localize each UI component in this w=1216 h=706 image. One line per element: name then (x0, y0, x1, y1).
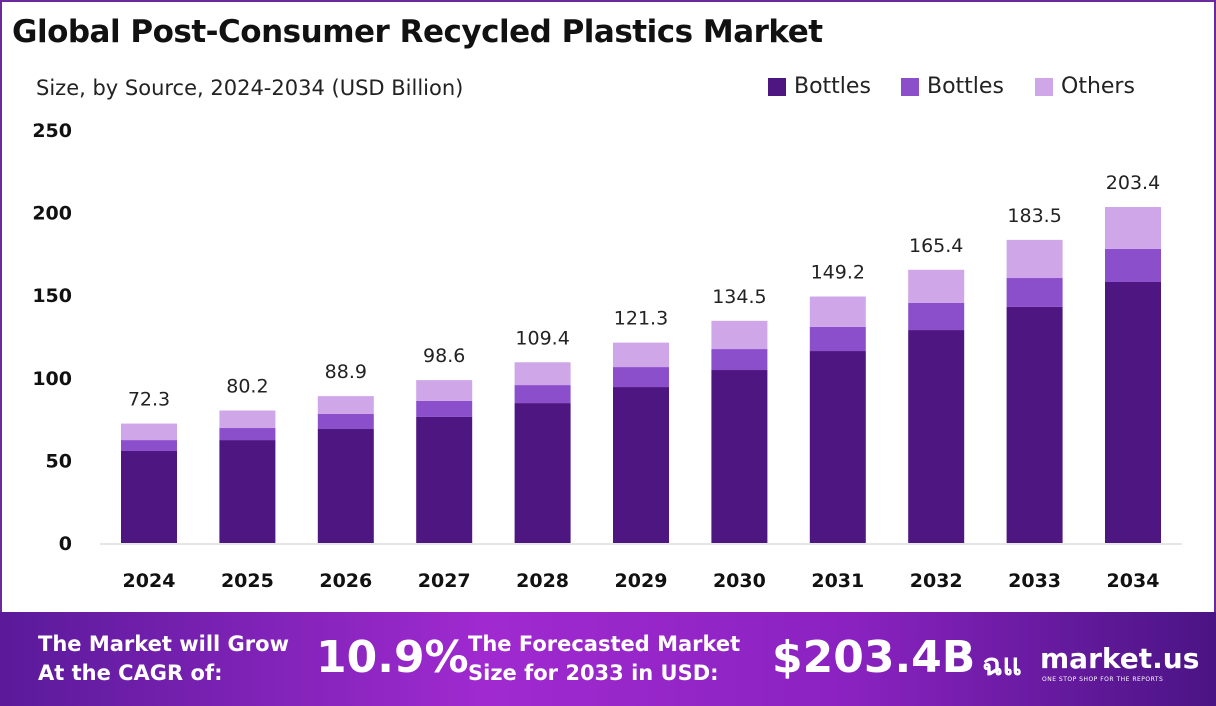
cagr-label-line: At the CAGR of: (38, 661, 223, 685)
forecast-label-line: Size for 2033 in USD: (468, 661, 719, 685)
data-label: 165.4 (909, 235, 963, 257)
bar-segment-bottles-2 (1006, 278, 1063, 307)
bar-chart: 0 50 100 150 200 250 72.3 2024 80.2 2025 88.9 2026 9… (32, 120, 1182, 592)
x-tick-label: 2030 (713, 570, 766, 592)
bar-segment-bottles-2 (121, 440, 177, 451)
x-tick-label: 2026 (319, 570, 372, 592)
footer-banner: The Market will Grow At the CAGR of: 10.9… (0, 612, 1216, 706)
bar-segment-bottles (416, 416, 473, 543)
data-label: 98.6 (423, 345, 465, 367)
bar-segment-others (809, 296, 866, 327)
bar-segment-others (514, 362, 571, 386)
chart-subtitle: Size, by Source, 2024-2034 (USD Billion) (36, 76, 464, 100)
data-label: 203.4 (1106, 172, 1160, 194)
cagr-label: The Market will Grow At the CAGR of: (38, 630, 289, 688)
x-tick-label: 2032 (910, 570, 963, 592)
bar-segment-bottles-2 (908, 302, 965, 331)
bar-segment-bottles-2 (711, 349, 768, 371)
y-tick-label: 150 (32, 285, 72, 307)
legend-item-bottles: Bottles (768, 74, 871, 99)
legend-swatch (768, 77, 786, 96)
x-tick-label: 2034 (1107, 570, 1160, 592)
legend-label: Bottles (794, 74, 871, 99)
bar-segment-others (908, 269, 965, 303)
bar-segment-bottles-2 (317, 413, 374, 430)
legend-swatch (901, 77, 919, 96)
brand-tagline: ONE STOP SHOP FOR THE REPORTS (1042, 676, 1164, 683)
bar-segment-others (121, 423, 177, 441)
bar-segment-bottles (1105, 281, 1161, 543)
bar-segment-bottles (121, 450, 177, 543)
bar-segment-others (416, 380, 473, 401)
bar-segment-others (711, 320, 768, 350)
bar-segment-others (219, 410, 276, 429)
chart-title: Global Post-Consumer Recycled Plastics M… (12, 14, 823, 50)
bar-segment-bottles (809, 351, 866, 543)
legend-label: Others (1061, 74, 1135, 99)
legend-label: Bottles (927, 74, 1004, 99)
x-tick-label: 2029 (615, 570, 668, 592)
data-label: 149.2 (811, 262, 865, 284)
cagr-label-line: The Market will Grow (38, 632, 289, 656)
bar-segment-others (1105, 206, 1161, 249)
legend-swatch (1035, 77, 1053, 96)
bar-segment-bottles-2 (613, 367, 669, 388)
bar-segment-bottles-2 (514, 385, 571, 404)
forecast-label: The Forecasted Market Size for 2033 in US… (468, 630, 740, 688)
x-tick-label: 2025 (221, 570, 274, 592)
forecast-value: $203.4B (772, 632, 976, 683)
x-tick-label: 2033 (1008, 570, 1061, 592)
data-label: 109.4 (515, 327, 569, 349)
data-label: 88.9 (325, 361, 367, 383)
data-label: 183.5 (1007, 205, 1061, 227)
bar-segment-bottles-2 (416, 400, 473, 417)
bar-segment-bottles (219, 440, 276, 543)
bar-segment-others (613, 342, 669, 368)
bar-segment-bottles (514, 403, 571, 543)
cagr-value: 10.9% (316, 632, 469, 683)
x-tick-label: 2031 (811, 570, 864, 592)
bar-segment-bottles (908, 330, 965, 543)
bar-segment-others (317, 396, 374, 414)
bar-segment-bottles (317, 429, 374, 543)
legend-item-bottles-2: Bottles (901, 74, 1004, 99)
legend-item-others: Others (1035, 74, 1135, 99)
bar-segment-others (1006, 239, 1063, 279)
bar-segment-bottles-2 (1105, 248, 1161, 282)
y-tick-label: 100 (32, 368, 72, 390)
bar-segment-bottles (613, 387, 669, 543)
data-label: 121.3 (614, 308, 668, 330)
brand-name: market.us (1040, 642, 1200, 675)
y-tick-label: 50 (46, 450, 72, 472)
bar-segment-bottles-2 (809, 326, 866, 352)
data-label: 80.2 (226, 376, 268, 398)
y-tick-label: 250 (32, 120, 72, 142)
y-tick-label: 0 (59, 533, 72, 555)
chart-frame (0, 0, 1216, 612)
x-tick-label: 2024 (123, 570, 176, 592)
data-label: 134.5 (712, 286, 766, 308)
bar-segment-bottles-2 (219, 428, 276, 441)
bar-segment-bottles (711, 370, 768, 543)
data-label: 72.3 (128, 389, 170, 411)
y-tick-label: 200 (32, 203, 72, 225)
bar-segment-bottles (1006, 306, 1063, 543)
brand-logo-icon: ฉแ (982, 648, 1022, 683)
forecast-label-line: The Forecasted Market (468, 632, 741, 656)
x-tick-label: 2028 (516, 570, 569, 592)
x-tick-label: 2027 (418, 570, 471, 592)
